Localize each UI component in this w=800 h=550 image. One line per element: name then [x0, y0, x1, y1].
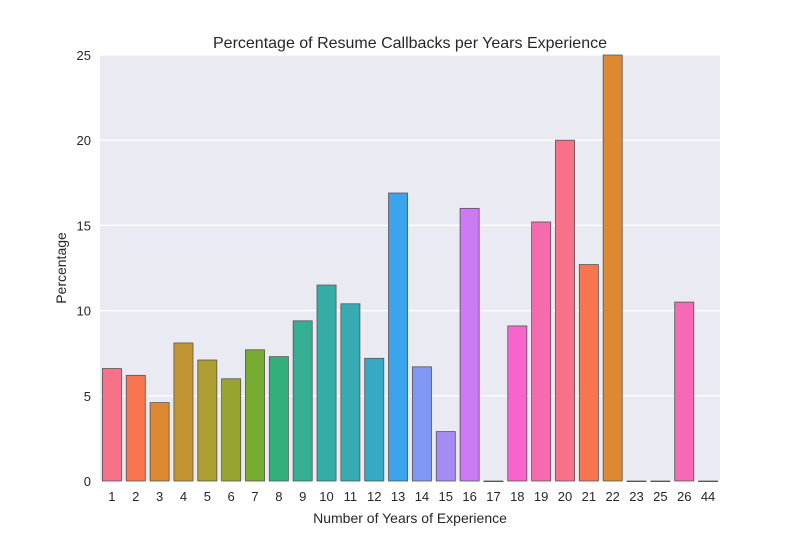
x-tick-label: 7 — [251, 489, 258, 504]
x-tick-label: 25 — [653, 489, 667, 504]
bar-22 — [602, 54, 623, 482]
x-tick-label: 15 — [439, 489, 453, 504]
x-tick-label: 3 — [156, 489, 163, 504]
bar-18 — [507, 325, 528, 482]
x-axis-label: Number of Years of Experience — [313, 510, 507, 526]
y-tick-label: 20 — [77, 133, 91, 148]
bar-9 — [292, 320, 313, 482]
y-tick-label: 15 — [77, 218, 91, 233]
x-tick-label: 8 — [275, 489, 282, 504]
y-tick-labels: 0 5 10 15 20 25 — [77, 48, 91, 489]
bar-17 — [483, 480, 504, 483]
x-tick-label: 10 — [319, 489, 333, 504]
x-tick-label: 18 — [510, 489, 524, 504]
chart-title: Percentage of Resume Callbacks per Years… — [213, 35, 607, 52]
x-tick-label: 44 — [701, 489, 715, 504]
x-tick-label: 2 — [132, 489, 139, 504]
x-tick-label: 14 — [415, 489, 429, 504]
bars — [101, 54, 719, 483]
bar-5 — [197, 359, 218, 482]
bar-6 — [221, 378, 242, 482]
x-tick-label: 21 — [582, 489, 596, 504]
x-tick-label: 16 — [462, 489, 476, 504]
bar-10 — [316, 284, 337, 482]
x-tick-label: 26 — [677, 489, 691, 504]
bar-23 — [626, 480, 647, 483]
y-tick-label: 5 — [84, 389, 91, 404]
x-tick-label: 6 — [228, 489, 235, 504]
bar-19 — [531, 221, 552, 482]
y-tick-label: 0 — [84, 474, 91, 489]
bar-7 — [245, 349, 265, 482]
bar-8 — [268, 356, 289, 482]
x-tick-label: 9 — [299, 489, 306, 504]
bar-15 — [435, 431, 456, 482]
x-tick-label: 20 — [558, 489, 572, 504]
x-tick-label: 11 — [344, 489, 358, 504]
bar-20 — [555, 139, 575, 482]
x-tick-labels: 1 2 3 4 5 6 7 8 9 10 11 12 13 14 15 16 17 18 19 20 21 22 23 25 2… — [108, 489, 715, 504]
bar-1 — [101, 368, 122, 482]
y-tick-label: 25 — [77, 48, 91, 63]
x-tick-label: 4 — [180, 489, 187, 504]
bar-26 — [674, 301, 695, 482]
bar-3 — [149, 402, 170, 482]
bar-13 — [388, 192, 409, 482]
bar-2 — [125, 374, 146, 482]
x-tick-label: 5 — [204, 489, 211, 504]
x-tick-label: 22 — [605, 489, 619, 504]
x-tick-label: 19 — [534, 489, 548, 504]
bar-25 — [650, 480, 671, 483]
x-tick-label: 12 — [367, 489, 381, 504]
x-tick-label: 23 — [629, 489, 643, 504]
bar-4 — [173, 342, 194, 482]
y-tick-label: 10 — [77, 304, 91, 319]
x-tick-label: 17 — [486, 489, 500, 504]
bar-44 — [698, 480, 719, 483]
x-tick-label: 13 — [391, 489, 405, 504]
x-tick-label: 1 — [108, 489, 115, 504]
bar-11 — [340, 303, 361, 482]
bar-14 — [411, 366, 432, 482]
y-axis-label: Percentage — [53, 232, 69, 304]
bar-12 — [364, 357, 385, 482]
bar-21 — [578, 264, 599, 482]
bar-16 — [459, 207, 480, 482]
